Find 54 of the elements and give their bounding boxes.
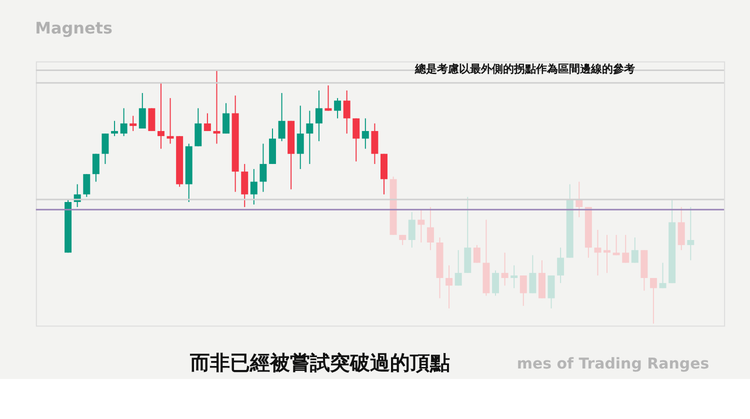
candlestick [166,98,174,144]
candlestick [529,254,536,294]
candlestick [222,102,230,134]
candlestick [622,234,630,264]
candlestick [296,105,304,170]
candlestick [594,229,602,276]
candlestick [334,98,342,119]
candlestick [510,264,518,289]
candlestick [492,270,499,296]
candlestick [501,252,508,286]
candlestick [315,90,322,142]
candlestick [557,247,564,284]
candlestick [138,92,146,129]
candlestick [678,206,685,251]
candlestick [631,236,638,264]
candlestick [194,108,202,147]
candlestick [120,108,128,137]
annotation: 總是考慮以最外側的拐點作為區間邊線的參考 [414,62,635,76]
candlestick [343,90,350,134]
candlestick [324,84,332,112]
candlestick [250,168,258,206]
candlestick [362,118,369,150]
candlestick [130,115,137,132]
candlestick [241,163,248,208]
candlestick [306,110,314,164]
candlestick [204,112,211,132]
candlestick [111,120,118,137]
candlestick [213,70,220,144]
candlestick [426,206,434,251]
text: 而非已經被嘗試突破過的頂點 [189,350,450,375]
candlestick [352,118,360,162]
candlestick [576,181,583,218]
candlestick [659,262,666,289]
candlestick [278,92,286,142]
candlestick [371,122,378,164]
text: mes of Trading Ranges [516,354,710,373]
candlestick [604,234,611,274]
candlestick [83,174,90,198]
candlestick [446,264,453,309]
candlestick [92,153,100,182]
candlestick [157,82,164,150]
candlestick [612,234,620,256]
candlestick [418,209,425,244]
candlestick [454,250,462,286]
candlestick [473,244,480,264]
candlestick [650,278,657,324]
candlestick [260,143,267,192]
chart-title: Magnets [35,18,112,38]
candlestick [148,108,156,132]
candlestick [520,274,527,306]
candlestick [687,206,694,261]
candlestick [102,133,109,164]
candlestick [408,212,416,248]
candlestick [548,274,555,309]
